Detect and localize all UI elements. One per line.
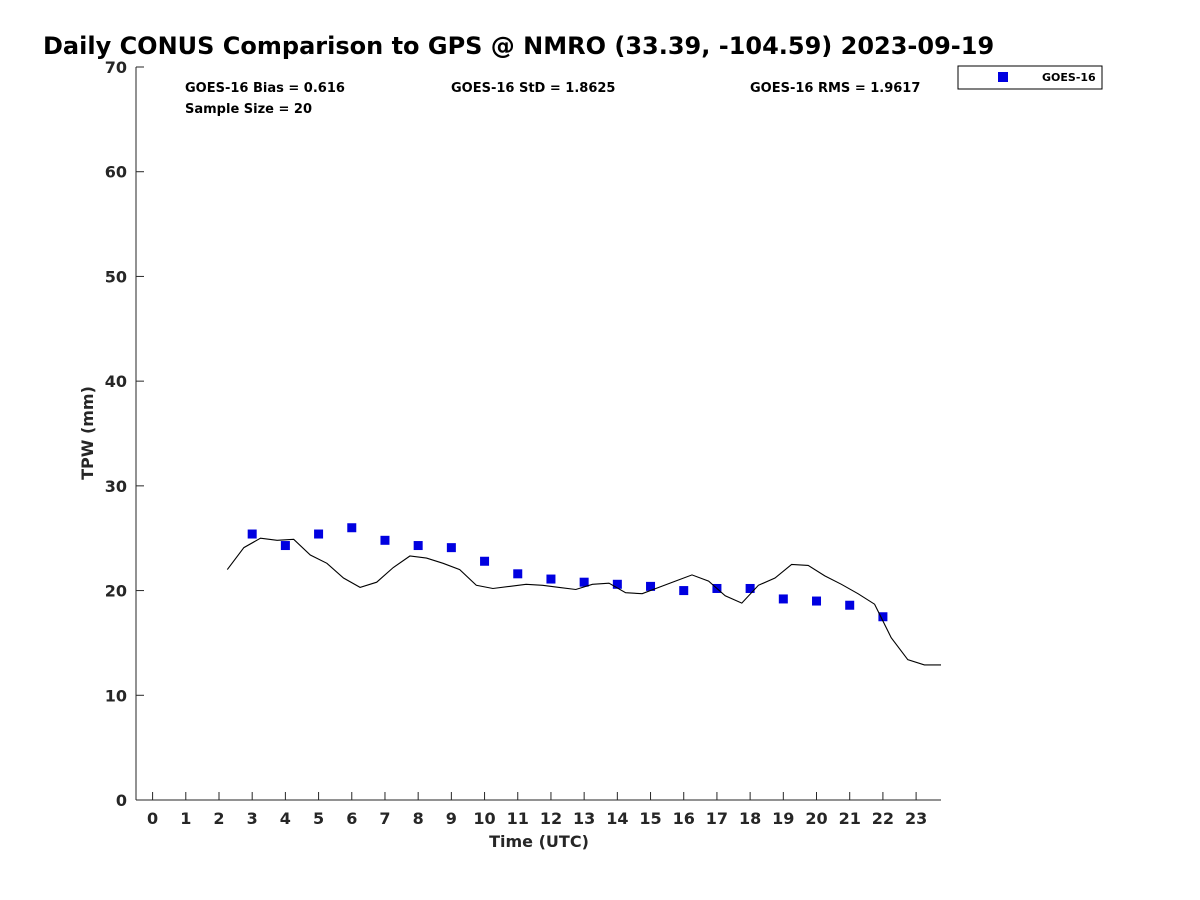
- goes-16-point-11: [513, 569, 523, 579]
- series-goes-16: [247, 523, 888, 622]
- goes-16-point-16: [679, 586, 689, 596]
- goes-16-point-3: [247, 529, 257, 539]
- std-stat: GOES-16 StD = 1.8625: [451, 81, 615, 96]
- x-tick-label-12: 12: [540, 809, 562, 828]
- legend-box: [957, 65, 1103, 90]
- goes-16-point-6: [347, 523, 357, 533]
- goes-16-point-21: [845, 600, 855, 610]
- x-tick-label-20: 20: [805, 809, 827, 828]
- x-tick-label-14: 14: [606, 809, 628, 828]
- y-tick-label-50: 50: [105, 267, 127, 286]
- x-tick-label-6: 6: [346, 809, 357, 828]
- chart-title: Daily CONUS Comparison to GPS @ NMRO (33…: [43, 32, 994, 60]
- goes-16-point-14: [612, 579, 622, 589]
- x-tick-label-18: 18: [739, 809, 761, 828]
- x-tick-label-7: 7: [379, 809, 390, 828]
- y-axis-ticks: 0 10 20 30 40 50 60 70: [105, 58, 144, 810]
- goes-16-point-8: [413, 541, 423, 551]
- x-tick-label-3: 3: [247, 809, 258, 828]
- x-tick-label-10: 10: [473, 809, 495, 828]
- x-tick-label-16: 16: [673, 809, 695, 828]
- x-tick-label-1: 1: [180, 809, 191, 828]
- y-tick-label-0: 0: [116, 791, 127, 810]
- x-tick-label-5: 5: [313, 809, 324, 828]
- goes-16-point-18: [745, 583, 755, 593]
- y-axis-label: TPW (mm): [78, 386, 97, 480]
- x-tick-label-8: 8: [413, 809, 424, 828]
- bias-stat: GOES-16 Bias = 0.616: [185, 81, 345, 96]
- goes-16-point-13: [579, 577, 589, 587]
- x-tick-label-19: 19: [772, 809, 794, 828]
- x-tick-label-0: 0: [147, 809, 158, 828]
- y-tick-label-60: 60: [105, 163, 127, 182]
- x-tick-label-4: 4: [280, 809, 291, 828]
- goes-16-point-22: [878, 612, 888, 622]
- x-axis-label: Time (UTC): [489, 832, 589, 851]
- goes-16-point-4: [280, 541, 290, 551]
- axes: [135, 67, 941, 801]
- x-tick-label-15: 15: [639, 809, 661, 828]
- y-tick-label-70: 70: [105, 58, 127, 77]
- y-tick-label-10: 10: [105, 686, 127, 705]
- rms-stat: GOES-16 RMS = 1.9617: [750, 81, 920, 96]
- x-tick-label-11: 11: [507, 809, 529, 828]
- goes-16-point-15: [646, 581, 656, 591]
- gps-line: [226, 537, 941, 666]
- goes-16-point-12: [546, 574, 556, 584]
- goes-16-point-19: [778, 594, 788, 604]
- x-tick-label-13: 13: [573, 809, 595, 828]
- goes-16-point-5: [314, 529, 324, 539]
- goes-16-point-20: [812, 596, 822, 606]
- y-tick-label-40: 40: [105, 372, 127, 391]
- y-tick-label-30: 30: [105, 477, 127, 496]
- goes-16-point-7: [380, 535, 390, 545]
- sample-size-stat: Sample Size = 20: [185, 102, 312, 117]
- y-tick-label-20: 20: [105, 582, 127, 601]
- x-axis-ticks: 0 1 2 3 4 5 6 7 8 9 10 11 12 13 14 15 16 17 18 19 20 21 22 23: [147, 792, 927, 828]
- x-tick-label-9: 9: [446, 809, 457, 828]
- legend: GOES-16: [957, 65, 1103, 90]
- x-tick-label-2: 2: [213, 809, 224, 828]
- series-layer: [226, 523, 941, 666]
- legend-marker-goes-16: [998, 72, 1008, 82]
- goes-16-point-10: [480, 556, 490, 566]
- goes-16-point-9: [446, 543, 456, 553]
- legend-label-goes-16: GOES-16: [1042, 71, 1096, 84]
- x-tick-label-17: 17: [706, 809, 728, 828]
- x-tick-label-22: 22: [872, 809, 894, 828]
- x-tick-label-21: 21: [839, 809, 861, 828]
- x-tick-label-23: 23: [905, 809, 927, 828]
